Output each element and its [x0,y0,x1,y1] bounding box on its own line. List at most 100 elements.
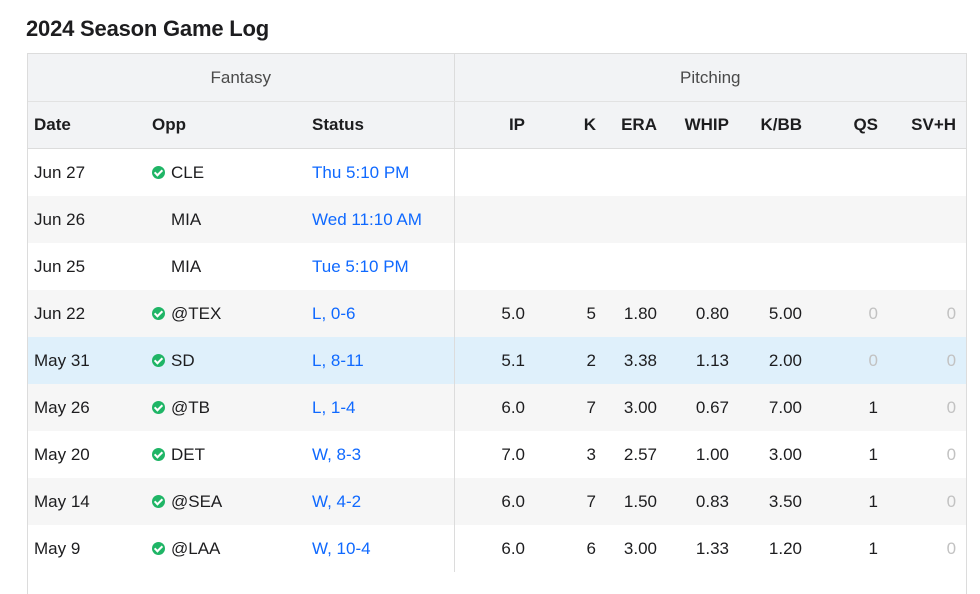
column-header-opp[interactable]: Opp [152,101,312,149]
game-status: Thu 5:10 PM [312,149,454,197]
opponent-name: MIA [171,209,202,229]
table-row: May 26 @TB L, 1-4 6.0 7 3.00 0.67 7.00 1… [28,384,966,431]
stat-ip [453,148,535,196]
game-status: L, 0-6 [312,290,454,337]
game-status: L, 1-4 [312,384,454,431]
stat-ip: 6.0 [453,525,535,572]
game-date: May 9 [34,538,81,558]
stat-ip: 6.0 [453,478,535,525]
check-circle-icon [152,306,165,320]
stat-svh [888,149,966,197]
stat-qs [812,243,888,290]
stat-ip: 6.0 [453,384,535,431]
stat-era: 2.57 [623,444,657,464]
game-date: Jun 26 [28,196,152,243]
table-row: May 9 @LAA W, 10-4 6.0 6 3.00 1.33 1.20 … [28,525,966,572]
stat-kbb [739,149,812,197]
stat-kbb: 3.50 [739,478,812,525]
stat-era [606,243,667,290]
stat-k: 6 [586,538,596,558]
opponent-name: DET [171,444,205,464]
stat-kbb [739,243,812,290]
stat-qs [812,149,888,197]
game-date: May 14 [28,478,152,525]
stat-k: 2 [535,337,606,384]
stat-k: 5 [535,290,606,337]
opponent-name: @LAA [171,538,221,558]
game-result-link[interactable]: W, 8-3 [312,444,362,464]
stat-ip [453,243,535,290]
game-result-link[interactable]: W, 4-2 [312,491,362,511]
stat-whip: 0.83 [667,478,739,525]
stat-kbb: 3.00 [768,444,802,464]
stat-qs: 0 [812,337,888,384]
check-circle-icon [152,400,165,414]
game-date: May 20 [34,444,90,464]
stat-ip: 7.0 [453,431,535,478]
table-row: Jun 22 @TEX L, 0-6 5.0 5 1.80 0.80 5.00 … [28,290,966,337]
game-status: W, 10-4 [312,525,454,572]
game-status-link[interactable]: Thu 5:10 PM [312,162,410,182]
check-circle-icon [152,494,165,508]
table-row: May 20 DET W, 8-3 7.0 3 2.57 1.00 3.00 1… [28,431,966,478]
stat-svh: 0 [946,538,957,558]
game-status: Tue 5:10 PM [312,243,454,290]
stat-ip: 5.0 [453,290,535,337]
stat-kbb [739,196,812,243]
stat-qs: 1 [868,444,878,464]
column-header-whip[interactable]: WHIP [667,101,739,149]
opponent-name: MIA [171,256,202,276]
stat-kbb: 1.20 [768,538,802,558]
page-title: 2024 Season Game Log [26,16,269,41]
stat-k [535,243,606,290]
table-row-highlighted: May 31 SD L, 8-11 5.1 2 3.38 1.13 2.00 0… [28,337,966,384]
game-status-link[interactable]: Tue 5:10 PM [312,256,409,276]
stat-whip [667,149,739,197]
stat-whip: 1.13 [667,337,739,384]
column-header-ip[interactable]: IP [453,101,535,149]
game-result-link[interactable]: L, 8-11 [312,350,364,370]
stat-svh: 0 [946,444,957,464]
column-header-qs[interactable]: QS [812,101,888,149]
column-header-era[interactable]: ERA [606,101,667,149]
group-header-pitching: Pitching [453,54,966,102]
stat-svh: 0 [888,337,966,384]
stat-whip [667,196,739,243]
stat-ip: 5.1 [453,337,535,384]
stat-kbb: 2.00 [739,337,812,384]
group-header-fantasy: Fantasy [28,54,454,102]
column-header-status[interactable]: Status [312,101,454,149]
game-status: W, 8-3 [312,431,454,478]
game-status-link[interactable]: Wed 11:10 AM [312,209,422,229]
table-row: Jun 25 MIA Tue 5:10 PM [28,243,966,290]
table-row: Jun 26 MIA Wed 11:10 AM [28,196,966,243]
game-date: May 31 [28,337,152,384]
opponent-name: @TB [171,397,210,417]
stat-whip: 0.80 [667,290,739,337]
column-header-k[interactable]: K [535,101,606,149]
game-result-link[interactable]: L, 0-6 [312,303,356,323]
check-circle-icon [152,165,165,179]
game-result-link[interactable]: W, 10-4 [312,538,371,558]
opponent: @SEA [152,478,312,525]
game-result-link[interactable]: L, 1-4 [312,397,356,417]
column-header-svh[interactable]: SV+H [888,101,966,149]
game-date: Jun 25 [34,256,86,276]
check-circle-icon [152,353,165,367]
stat-whip: 0.67 [667,384,739,431]
opponent-name: @TEX [171,303,222,323]
stat-qs: 1 [812,478,888,525]
game-date: Jun 27 [34,162,86,182]
stat-svh [888,243,966,290]
stat-ip [453,196,535,243]
stat-qs [812,196,888,243]
game-date: Jun 22 [28,290,152,337]
stat-whip: 1.00 [695,444,729,464]
opponent: MIA [152,243,312,290]
stat-k [535,149,606,197]
stat-era [606,149,667,197]
game-status: Wed 11:10 AM [312,196,454,243]
game-status: W, 4-2 [312,478,454,525]
column-header-date[interactable]: Date [28,101,152,149]
column-header-kbb[interactable]: K/BB [739,101,812,149]
